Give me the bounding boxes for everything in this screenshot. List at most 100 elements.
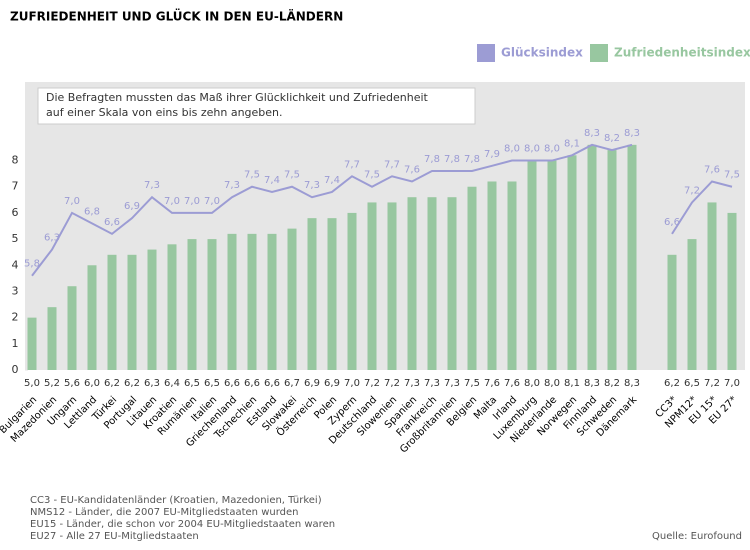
y-tick-label: 7 — [12, 180, 19, 193]
bar-value-label: 6,6 — [264, 378, 280, 389]
line-value-label: 5,8 — [24, 259, 40, 270]
legend-label: Zufriedenheitsindex — [614, 46, 750, 60]
legend-swatch — [590, 44, 608, 62]
bar — [507, 181, 517, 370]
bar-value-label: 5,0 — [24, 378, 40, 389]
line-value-label: 8,3 — [624, 128, 640, 139]
bar-value-label: 6,3 — [144, 378, 160, 389]
bar-value-label: 7,5 — [464, 378, 480, 389]
bar — [27, 317, 37, 370]
footnote: NMS12 - Länder, die 2007 EU-Mitgliedstaa… — [30, 507, 298, 518]
bar-value-label: 6,9 — [324, 378, 340, 389]
bar-value-label: 7,6 — [484, 378, 500, 389]
y-tick-label: 3 — [12, 284, 19, 297]
line-value-label: 8,0 — [524, 144, 540, 155]
line-value-label: 8,0 — [544, 144, 560, 155]
line-value-label: 7,0 — [184, 196, 200, 207]
y-tick-label: 8 — [12, 154, 19, 167]
footnote: EU15 - Länder, die schon vor 2004 EU-Mit… — [30, 519, 335, 530]
line-value-label: 7,3 — [304, 180, 320, 191]
bar-value-label: 7,6 — [504, 378, 520, 389]
bar-value-label: 5,2 — [44, 378, 60, 389]
line-value-label: 7,0 — [164, 196, 180, 207]
footnote: CC3 - EU-Kandidatenländer (Kroatien, Maz… — [30, 495, 322, 506]
bar — [307, 218, 317, 370]
bar — [147, 249, 157, 370]
bar — [47, 307, 57, 370]
bar-value-label: 6,6 — [224, 378, 240, 389]
line-value-label: 7,3 — [224, 180, 240, 191]
bar-value-label: 6,5 — [684, 378, 700, 389]
bar-value-label: 6,7 — [284, 378, 300, 389]
bar-value-label: 8,2 — [604, 378, 620, 389]
bar — [387, 202, 397, 370]
legend-swatch — [477, 44, 495, 62]
bar — [347, 212, 357, 370]
bar-value-label: 8,0 — [544, 378, 560, 389]
line-value-label: 7,0 — [204, 196, 220, 207]
line-value-label: 7,8 — [464, 154, 480, 165]
bar — [627, 144, 637, 370]
bar — [287, 228, 297, 370]
bar-value-label: 6,2 — [124, 378, 140, 389]
y-tick-label: 0 — [12, 363, 19, 376]
bar — [167, 244, 177, 370]
y-tick-label: 1 — [12, 337, 19, 350]
line-value-label: 7,6 — [704, 164, 720, 175]
chart-title: ZUFRIEDENHEIT UND GLÜCK IN DEN EU-LÄNDER… — [10, 9, 343, 24]
line-value-label: 8,0 — [504, 144, 520, 155]
line-value-label: 6,6 — [664, 217, 680, 228]
bar-value-label: 6,5 — [184, 378, 200, 389]
line-value-label: 7,7 — [384, 159, 400, 170]
line-value-label: 8,3 — [584, 128, 600, 139]
bar — [667, 254, 677, 370]
line-value-label: 6,3 — [44, 233, 60, 244]
bar-value-label: 6,2 — [104, 378, 120, 389]
bar-value-label: 8,3 — [584, 378, 600, 389]
y-tick-label: 2 — [12, 311, 19, 324]
line-value-label: 7,5 — [284, 170, 300, 181]
bar-value-label: 7,0 — [724, 378, 740, 389]
bar — [227, 233, 237, 370]
bar-value-label: 6,2 — [664, 378, 680, 389]
bar-value-label: 6,0 — [84, 378, 100, 389]
line-value-label: 8,2 — [604, 133, 620, 144]
bar-value-label: 7,0 — [344, 378, 360, 389]
bar-value-label: 6,4 — [164, 378, 180, 389]
line-value-label: 7,9 — [484, 149, 500, 160]
line-value-label: 6,8 — [84, 206, 100, 217]
bar — [407, 197, 417, 370]
bar-value-label: 7,2 — [384, 378, 400, 389]
bar — [247, 233, 257, 370]
bar — [687, 239, 697, 370]
line-value-label: 7,6 — [404, 164, 420, 175]
bar — [127, 254, 137, 370]
annotation: auf einer Skala von eins bis zehn angebe… — [46, 106, 283, 119]
bar — [107, 254, 117, 370]
bar — [587, 144, 597, 370]
bar-value-label: 7,3 — [404, 378, 420, 389]
legend-label: Glücksindex — [501, 46, 583, 60]
bar — [707, 202, 717, 370]
line-value-label: 7,7 — [344, 159, 360, 170]
bar-value-label: 8,1 — [564, 378, 580, 389]
bar-value-label: 7,2 — [364, 378, 380, 389]
line-value-label: 6,6 — [104, 217, 120, 228]
line-value-label: 7,2 — [684, 185, 700, 196]
bar — [187, 239, 197, 370]
y-tick-label: 4 — [12, 258, 19, 271]
line-value-label: 7,5 — [364, 170, 380, 181]
line-value-label: 7,4 — [324, 175, 340, 186]
bar-value-label: 7,3 — [424, 378, 440, 389]
y-tick-label: 5 — [12, 232, 19, 245]
bar-value-label: 8,0 — [524, 378, 540, 389]
bar-value-label: 7,2 — [704, 378, 720, 389]
line-value-label: 7,3 — [144, 180, 160, 191]
bar — [727, 212, 737, 370]
bar-value-label: 7,3 — [444, 378, 460, 389]
bar — [67, 286, 77, 370]
line-value-label: 7,8 — [444, 154, 460, 165]
line-value-label: 7,0 — [64, 196, 80, 207]
line-value-label: 8,1 — [564, 138, 580, 149]
